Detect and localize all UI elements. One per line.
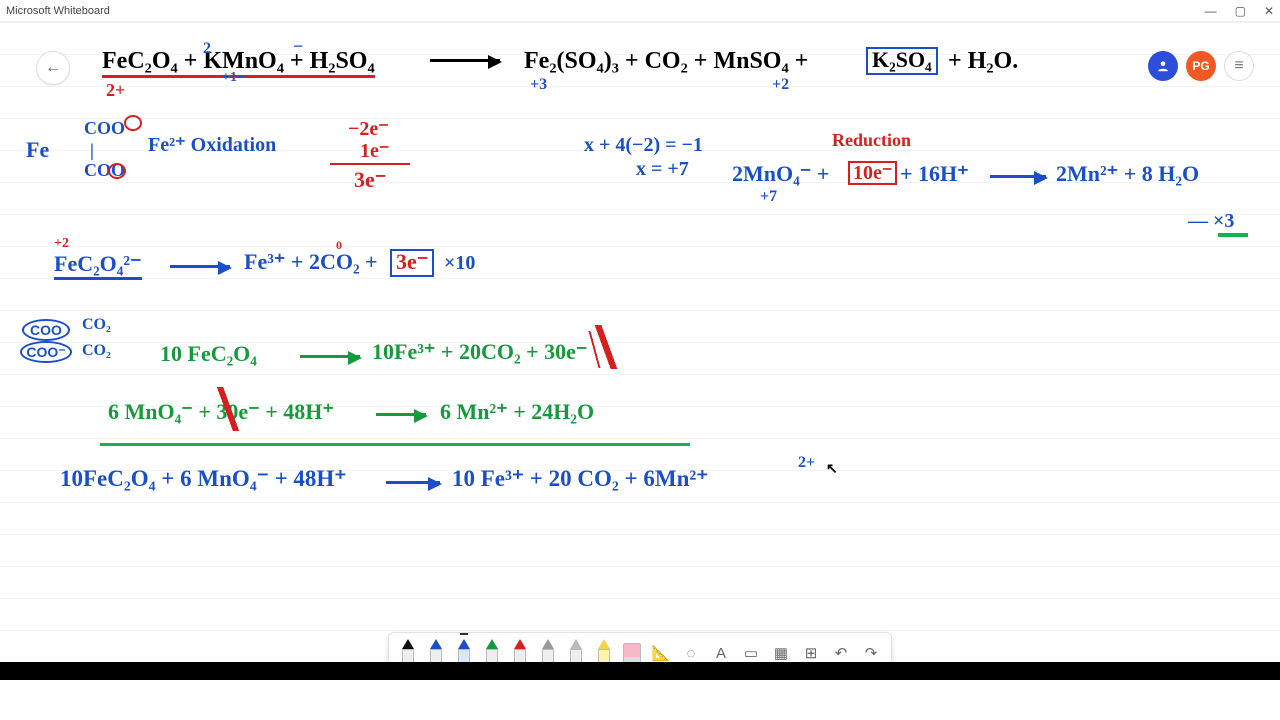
reduction-label: Reduction	[832, 131, 911, 149]
e-3: 3e⁻	[354, 169, 386, 191]
zero-ann: 0	[336, 239, 342, 251]
strike-30e-red	[210, 387, 246, 431]
back-icon: ←	[45, 59, 61, 77]
half-ox-arrow	[170, 265, 230, 268]
minimize-button[interactable]: —	[1205, 4, 1217, 18]
close-button[interactable]: ✕	[1264, 4, 1274, 18]
final-r: 10 Fe³⁺ + 20 CO₂ + 6Mn²⁺	[452, 467, 708, 490]
ann-plus7: +7	[760, 189, 777, 205]
top-right-controls: PG ≡	[1148, 51, 1254, 81]
reduction-arrow	[990, 175, 1046, 178]
red6-r: 6 Mn²⁺ + 24H₂O	[440, 401, 594, 423]
ann-pm: +1−	[222, 71, 245, 85]
sum-rule	[100, 443, 690, 446]
bottom-black-bar	[0, 662, 1280, 680]
final-arrow	[386, 481, 440, 484]
co2-b: CO₂	[82, 343, 111, 359]
times-3: — ×3	[1188, 211, 1234, 231]
add-tool[interactable]: ⊞	[801, 643, 821, 663]
redo-button[interactable]: ↷	[861, 643, 881, 663]
ox-circle-2	[108, 163, 126, 179]
app-title: Microsoft Whiteboard	[6, 5, 110, 17]
ann-+2: +2	[54, 237, 69, 251]
fe-label: Fe	[26, 139, 49, 161]
mn-solve-1: x + 4(−2) = −1	[584, 135, 703, 155]
text-tool[interactable]: A	[711, 643, 731, 663]
half-ox-l: FeC₂O₄²⁻	[54, 253, 142, 280]
e-sum-rule	[330, 163, 410, 165]
maximize-button[interactable]: ▢	[1235, 4, 1246, 18]
three-e-box: 3e⁻	[390, 249, 434, 277]
presence-avatar-1[interactable]	[1148, 51, 1178, 81]
e-1: 1e⁻	[360, 141, 389, 161]
times-3-underline	[1218, 233, 1248, 237]
final-l: 10FeC₂O₄ + 6 MnO₄⁻ + 48H⁺	[60, 467, 346, 490]
ann-plus2: +2	[772, 77, 789, 93]
reduction-rhs: + 16H⁺	[900, 163, 969, 185]
menu-icon: ≡	[1234, 57, 1243, 75]
reduction-lhs: 2MnO₄⁻ +	[732, 163, 829, 185]
ox-circle-1	[124, 115, 142, 131]
settings-menu-button[interactable]: ≡	[1224, 51, 1254, 81]
window-controls: — ▢ ✕	[1205, 4, 1274, 18]
titlebar: Microsoft Whiteboard — ▢ ✕	[0, 0, 1280, 22]
reaction-arrow-main	[430, 59, 500, 62]
ox10-l: 10 FeC₂O₄	[160, 343, 257, 365]
strike-30e-ox	[586, 325, 626, 369]
eq-products-a: Fe₂(SO₄)₃ + CO₂ + MnSO₄ +	[524, 49, 808, 73]
co2-a: CO₂	[82, 317, 111, 333]
whiteboard-canvas[interactable]: ← PG ≡ FeC₂O₄ + KMnO₄ + H₂SO₄ 2 +1− − 2+…	[0, 22, 1280, 680]
presence-avatar-2[interactable]: PG	[1186, 51, 1216, 81]
ann-plus3: +3	[530, 77, 547, 93]
coo-1: COO	[84, 119, 125, 137]
note-tool[interactable]: ▭	[741, 643, 761, 663]
reduction-products: 2Mn²⁺ + 8 H₂O	[1056, 163, 1199, 185]
mn-solve-2: x = +7	[636, 159, 689, 179]
half-ox-r: Fe³⁺ + 2CO₂ +	[244, 251, 378, 273]
coo-oval-2: COO⁻	[20, 341, 72, 363]
cursor-caret: ↖	[826, 463, 838, 477]
red6-arrow	[376, 413, 426, 416]
k2so4-box: K₂SO₄	[866, 47, 938, 75]
avatar-initials: PG	[1192, 59, 1209, 73]
ox10-arrow	[300, 355, 360, 358]
person-icon	[1156, 59, 1170, 73]
ten-e-box: 10e⁻	[848, 161, 897, 185]
final-2plus: 2+	[798, 455, 815, 471]
ann-2plus: 2+	[106, 81, 125, 99]
ann-minus: −	[293, 37, 303, 55]
back-button[interactable]: ←	[36, 51, 70, 85]
coo-oval-1: COO	[22, 319, 70, 341]
ruler-tool[interactable]: 📐	[651, 643, 671, 663]
image-tool[interactable]: ▦	[771, 643, 791, 663]
e-minus2: −2e⁻	[348, 119, 389, 139]
fe2p-oxidation: Fe²⁺ Oxidation	[148, 135, 276, 155]
lasso-tool[interactable]: ◌	[681, 643, 701, 663]
ox10-r: 10Fe³⁺ + 20CO₂ + 30e⁻	[372, 341, 587, 363]
eq-products-b: + H₂O.	[948, 49, 1018, 73]
coo-bar: |	[90, 141, 94, 159]
ann-2: 2	[203, 41, 211, 57]
undo-button[interactable]: ↶	[831, 643, 851, 663]
times-10: ×10	[444, 253, 475, 273]
